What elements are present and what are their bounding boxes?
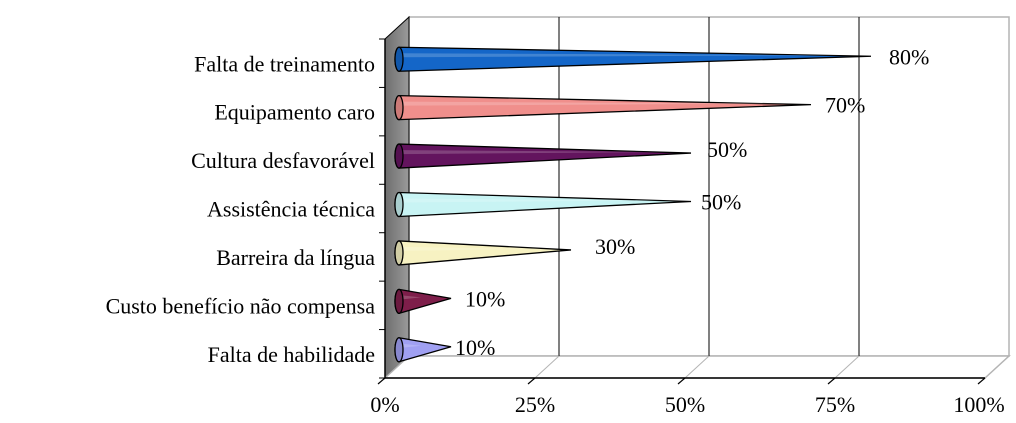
- category-label-custo-beneficio-nao-compensa: Custo benefício não compensa: [106, 293, 376, 318]
- data-label-equipamento-caro: 70%: [825, 93, 865, 118]
- floor-gridline-50: [684, 355, 710, 379]
- bar-barreira-da-lingua: [394, 240, 572, 266]
- data-label-falta-de-treinamento: 80%: [889, 44, 929, 69]
- cone-highlight-cultura-desfavoravel: [402, 150, 661, 155]
- bar-falta-de-habilidade: [394, 337, 452, 363]
- cone-highlight-assistencia-tecnica: [402, 198, 661, 203]
- cone-base-equipamento-caro: [394, 94, 404, 121]
- category-label-falta-de-habilidade: Falta de habilidade: [208, 342, 375, 367]
- bar-custo-beneficio-nao-compensa: [394, 288, 452, 315]
- bar-cultura-desfavoravel: [394, 143, 692, 169]
- x-tick-label-25: 25%: [515, 392, 555, 417]
- data-label-barreira-da-lingua: 30%: [595, 234, 635, 259]
- bars: [394, 46, 872, 363]
- category-label-equipamento-caro: Equipamento caro: [214, 100, 375, 125]
- cone-highlight-falta-de-habilidade: [402, 343, 421, 348]
- x-tick-50: [677, 377, 686, 385]
- cone-highlight-custo-beneficio-nao-compensa: [402, 295, 421, 300]
- category-label-assistencia-tecnica: Assistência técnica: [207, 197, 375, 222]
- x-tick-label-0: 0%: [370, 392, 399, 417]
- data-labels: 80% 70% 50% 50% 30% 10% 10%: [455, 44, 929, 360]
- category-label-cultura-desfavoravel: Cultura desfavorável: [191, 148, 375, 173]
- bar-assistencia-tecnica: [394, 191, 692, 218]
- gridlines: [534, 17, 860, 379]
- category-label-falta-de-treinamento: Falta de treinamento: [194, 51, 375, 76]
- x-tick-label-75: 75%: [815, 392, 855, 417]
- data-label-falta-de-habilidade: 10%: [455, 335, 495, 360]
- bar-falta-de-treinamento: [394, 46, 872, 72]
- cone-base-falta-de-treinamento: [394, 46, 404, 72]
- x-tick-100: [977, 377, 986, 385]
- cone-highlight-falta-de-treinamento: [402, 53, 841, 58]
- data-label-assistencia-tecnica: 50%: [701, 190, 741, 215]
- x-tick-labels: 0% 25% 50% 75% 100%: [370, 392, 1004, 417]
- x-tick-label-50: 50%: [665, 392, 705, 417]
- category-label-barreira-da-lingua: Barreira da língua: [216, 245, 375, 270]
- floor-gridline-75: [834, 355, 860, 379]
- cone-base-assistencia-tecnica: [394, 191, 404, 218]
- floor-gridline-25: [534, 355, 560, 379]
- cone-base-barreira-da-lingua: [394, 240, 404, 266]
- x-tick-0: [377, 377, 386, 385]
- cone-base-custo-beneficio-nao-compensa: [394, 288, 404, 315]
- x-tick-75: [827, 377, 836, 385]
- cone-base-cultura-desfavoravel: [394, 143, 404, 169]
- cone-base-falta-de-habilidade: [394, 337, 404, 363]
- axes: [377, 38, 986, 385]
- cone-highlight-equipamento-caro: [402, 101, 781, 106]
- cone-highlight-barreira-da-lingua: [402, 246, 541, 251]
- x-tick-label-100: 100%: [953, 392, 1004, 417]
- bar-equipamento-caro: [394, 94, 812, 121]
- data-label-custo-beneficio-nao-compensa: 10%: [465, 286, 505, 311]
- data-label-cultura-desfavoravel: 50%: [707, 137, 747, 162]
- x-tick-25: [527, 377, 536, 385]
- category-labels: Falta de treinamento Equipamento caro Cult…: [106, 51, 376, 367]
